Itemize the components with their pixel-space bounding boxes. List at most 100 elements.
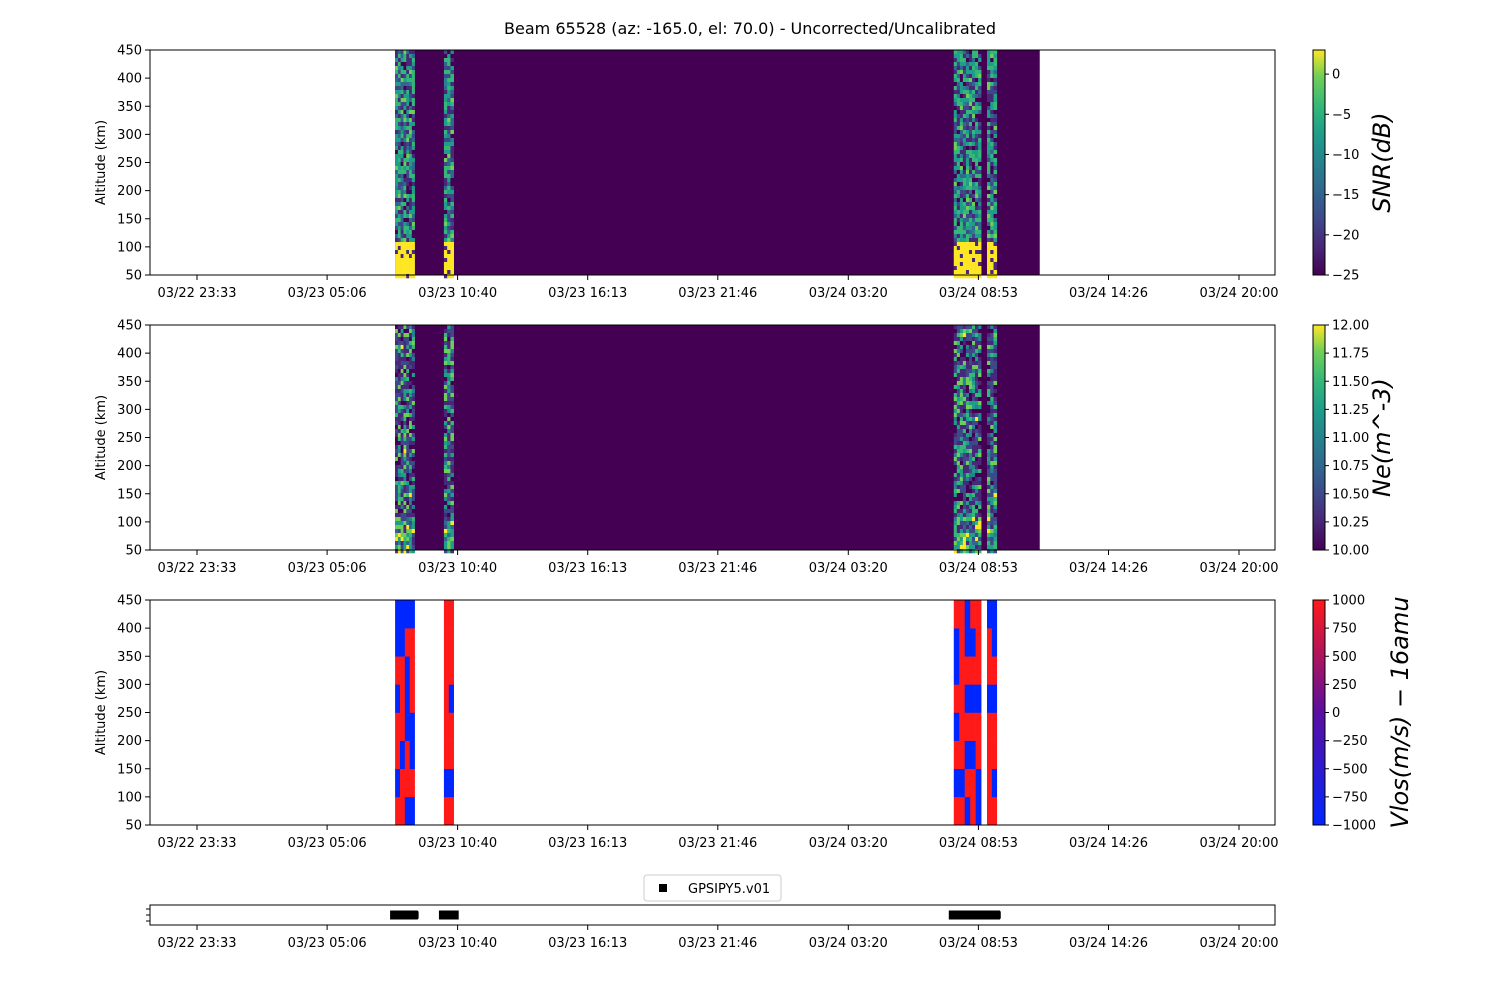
heat-cell — [990, 469, 994, 474]
heat-cell — [962, 254, 967, 259]
heat-cell — [397, 341, 401, 346]
heat-cell — [447, 238, 451, 243]
heat-cell — [450, 246, 454, 251]
heat-cell — [450, 357, 454, 362]
heat-cell — [986, 98, 991, 103]
heat-cell — [411, 158, 415, 163]
heat-cell — [968, 453, 973, 458]
heat-cell — [986, 401, 991, 406]
heat-cell — [397, 202, 401, 207]
heat-cell — [975, 194, 979, 199]
heat-cell — [397, 258, 401, 263]
heat-cell — [986, 238, 991, 243]
heat-cell — [447, 70, 451, 75]
heat-cell — [993, 345, 998, 350]
heat-cell — [395, 529, 399, 534]
heat-cell — [990, 134, 994, 139]
heat-cell — [406, 465, 410, 470]
heat-cell — [409, 74, 413, 79]
heat-cell — [959, 70, 964, 75]
heat-cell — [411, 477, 415, 482]
heat-cell — [953, 210, 958, 215]
heat-cell — [411, 493, 415, 498]
heat-cell — [953, 461, 958, 466]
heat-cell — [395, 513, 399, 518]
heat-cell — [956, 417, 961, 422]
heat-cell — [400, 429, 404, 434]
heat-cell — [978, 98, 982, 103]
vlos-cell — [409, 628, 415, 657]
heat-cell — [956, 126, 961, 131]
heat-cell — [406, 481, 410, 486]
heat-cell — [990, 481, 994, 486]
heat-cell — [953, 417, 958, 422]
heat-cell — [953, 501, 958, 506]
heat-cell — [956, 142, 961, 147]
heat-cell — [959, 90, 964, 95]
heat-cell — [962, 489, 967, 494]
heat-cell — [403, 421, 407, 426]
heat-cell — [965, 401, 970, 406]
heat-cell — [975, 258, 979, 263]
heat-cell — [447, 262, 451, 267]
y-tick-label: 150 — [117, 762, 142, 777]
heat-cell — [411, 357, 415, 362]
heat-cell — [400, 337, 404, 342]
heat-cell — [447, 465, 451, 470]
heat-cell — [443, 214, 448, 219]
heat-cell — [965, 262, 970, 267]
heat-cell — [986, 345, 991, 350]
heat-cell — [406, 333, 410, 338]
heat-cell — [409, 413, 413, 418]
heat-cell — [411, 146, 415, 151]
heat-cell — [965, 70, 970, 75]
heat-cell — [395, 66, 399, 71]
heat-cell — [395, 206, 399, 211]
heat-cell — [406, 549, 410, 554]
heat-cell — [959, 274, 964, 279]
heat-cell — [395, 226, 399, 231]
heat-cell — [978, 158, 982, 163]
heat-cell — [959, 537, 964, 542]
heat-cell — [978, 222, 982, 227]
heat-cell — [403, 385, 407, 390]
heat-cell — [403, 194, 407, 199]
heat-cell — [962, 345, 967, 350]
heat-cell — [953, 481, 958, 486]
heat-cell — [403, 449, 407, 454]
heat-cell — [409, 262, 413, 267]
heat-cell — [400, 90, 404, 95]
heat-cell — [953, 521, 958, 526]
heat-cell — [395, 537, 399, 542]
heat-cell — [403, 349, 407, 354]
heat-cell — [956, 517, 961, 522]
heat-cell — [403, 365, 407, 370]
heat-cell — [986, 393, 991, 398]
heat-cell — [450, 50, 454, 55]
heat-cell — [990, 178, 994, 183]
heat-cell — [403, 341, 407, 346]
heat-cell — [968, 94, 973, 99]
x-tick-label: 03/23 05:06 — [288, 561, 367, 576]
y-tick-label: 400 — [117, 622, 142, 637]
heat-cell — [993, 110, 998, 115]
heat-cell — [395, 62, 399, 67]
heat-cell — [953, 170, 958, 175]
heat-cell — [986, 473, 991, 478]
heat-cell — [447, 230, 451, 235]
heat-cell — [962, 521, 967, 526]
heat-cell — [406, 90, 410, 95]
heat-cell — [400, 166, 404, 171]
vlos-cell — [959, 712, 966, 741]
heat-cell — [993, 162, 998, 167]
heat-cell — [450, 114, 454, 119]
heat-cell — [993, 397, 998, 402]
heat-cell — [409, 78, 413, 83]
heat-cell — [400, 481, 404, 486]
heat-cell — [993, 102, 998, 107]
heat-cell — [972, 381, 976, 386]
heat-cell — [978, 413, 982, 418]
heat-cell — [959, 138, 964, 143]
heat-cell — [406, 62, 410, 67]
heat-cell — [447, 130, 451, 135]
